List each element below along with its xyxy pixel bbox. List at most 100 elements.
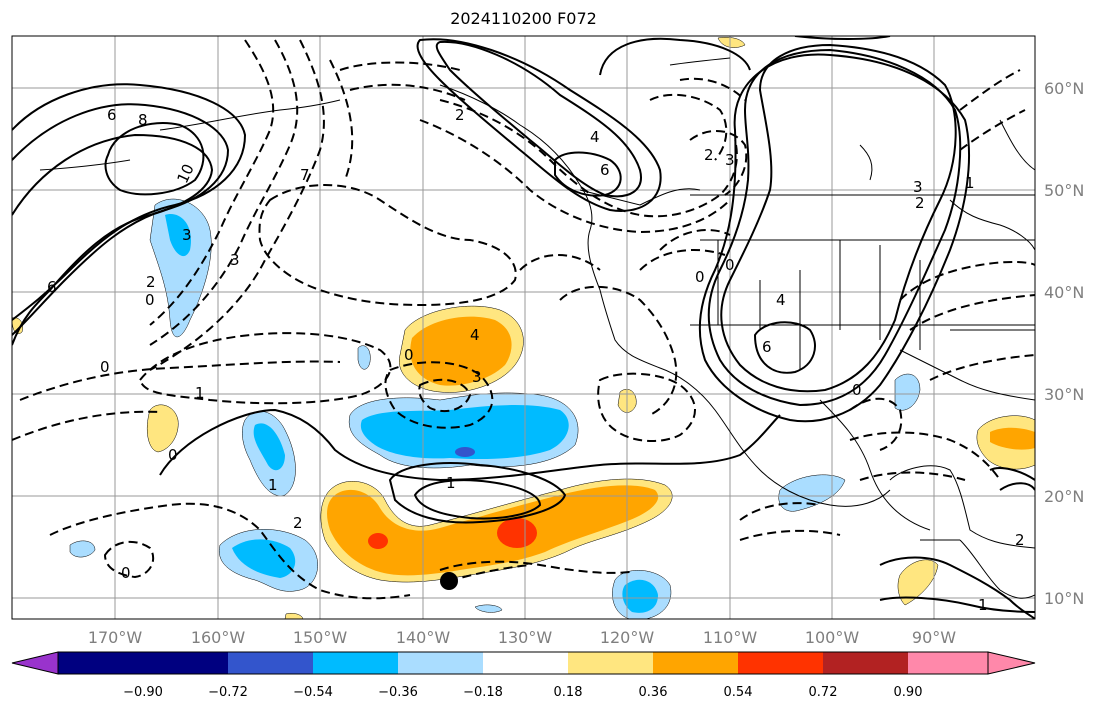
pos-area — [12, 317, 23, 334]
storm-track — [448, 564, 531, 582]
neg-area — [894, 373, 921, 411]
colorbar-tick-label: 0.54 — [724, 685, 753, 700]
latitude-labels: 60°N 50°N 40°N 30°N 20°N 10°N — [1044, 79, 1084, 608]
contour-label: 3 — [913, 178, 923, 196]
colorbar-segment — [738, 652, 823, 674]
lon-label: 120°W — [600, 628, 655, 647]
pos-area — [990, 427, 1035, 450]
contour-label: 1 — [195, 384, 205, 402]
colorbar-segment — [568, 652, 653, 674]
neg-area — [455, 447, 475, 457]
colorbar-tick-label: −0.18 — [463, 685, 503, 700]
contour-label: 2 — [915, 194, 925, 212]
pos-area — [410, 316, 512, 386]
pos-area — [327, 485, 659, 576]
contour-label: 0 — [404, 346, 414, 364]
colorbar-segment — [398, 652, 483, 674]
colorbar-segment — [908, 652, 988, 674]
colorbar-tick-label: −0.72 — [208, 685, 248, 700]
longitude-labels: 170°W 160°W 150°W 140°W 130°W 120°W 110°… — [88, 628, 956, 647]
neg-area — [357, 345, 371, 370]
neg-area — [69, 540, 96, 558]
pos-area — [284, 612, 304, 619]
contour-label: 0 — [695, 268, 705, 286]
lat-label: 30°N — [1044, 385, 1084, 404]
contour-label: 7 — [300, 166, 310, 184]
contour-label: 10 — [173, 161, 197, 186]
lat-label: 60°N — [1044, 79, 1084, 98]
lat-label: 40°N — [1044, 283, 1084, 302]
colorbar-tick-label: 0.36 — [639, 685, 668, 700]
contour-label: 8 — [138, 111, 148, 129]
colorbar-tick-label: −0.54 — [293, 685, 333, 700]
pos-area — [717, 37, 746, 48]
map-frame — [11, 35, 1036, 620]
contour-label: 3 — [725, 151, 735, 169]
contour-labels: 6 8 10 6 0 0 0 0 1 2 3 3 7 4 2 6 4 2 3 0… — [47, 106, 1025, 614]
colorbar: −0.90 −0.72 −0.54 −0.36 −0.18 0.18 0.36 … — [11, 651, 1036, 700]
contour-label: 4 — [590, 128, 600, 146]
neg-area — [474, 604, 503, 613]
neg-area — [165, 214, 191, 257]
coastlines — [39, 57, 1035, 599]
lat-label: 10°N — [1044, 589, 1084, 608]
lon-label: 130°W — [498, 628, 553, 647]
contour-label: 0 — [121, 564, 131, 582]
contour-label: 6 — [600, 161, 610, 179]
lat-label: 50°N — [1044, 181, 1084, 200]
map-area: 6 8 10 6 0 0 0 0 1 2 3 3 7 4 2 6 4 2 3 0… — [12, 36, 1035, 619]
contour-label: 2 — [1015, 531, 1025, 549]
neg-area — [253, 423, 285, 471]
lon-label: 100°W — [805, 628, 860, 647]
contour-label: 2 — [146, 273, 156, 291]
lat-label: 20°N — [1044, 487, 1084, 506]
colorbar-frame — [57, 651, 989, 675]
neg-area — [778, 474, 846, 512]
pos-area — [368, 533, 388, 549]
colorbar-segment — [313, 652, 398, 674]
lon-label: 110°W — [703, 628, 758, 647]
lon-label: 90°W — [912, 628, 956, 647]
contour-label: 3 — [472, 368, 482, 386]
colorbar-segment — [143, 652, 228, 674]
pos-area — [147, 404, 179, 453]
contour-label: 2 — [455, 106, 465, 124]
contour-label: 3 — [230, 251, 240, 269]
colorbar-tick-label: 0.90 — [894, 685, 923, 700]
plot-title: 2024110200 F072 — [450, 9, 597, 28]
contour-label: 0 — [852, 381, 862, 399]
contour-label: 1 — [978, 596, 988, 614]
neg-area — [149, 198, 212, 338]
colorbar-extend-low — [11, 651, 59, 675]
contour-label: 0 — [100, 358, 110, 376]
lon-label: 150°W — [293, 628, 348, 647]
contours-positive — [12, 36, 1035, 619]
lon-label: 170°W — [88, 628, 143, 647]
contour-label: 6 — [762, 338, 772, 356]
colorbar-tick-label: 0.18 — [554, 685, 583, 700]
lon-label: 140°W — [396, 628, 451, 647]
contour-label: 0 — [168, 446, 178, 464]
colorbar-segment — [823, 652, 908, 674]
colorbar-segment — [58, 652, 143, 674]
neg-area — [622, 579, 658, 613]
contour-label: 0 — [725, 256, 735, 274]
contour-label: 1 — [965, 174, 975, 192]
colorbar-tick-label: −0.36 — [378, 685, 418, 700]
lon-label: 160°W — [191, 628, 246, 647]
colorbar-tick-label: 0.72 — [809, 685, 838, 700]
neg-area — [360, 405, 569, 460]
colorbar-tick-label: −0.90 — [123, 685, 163, 700]
contour-label: 2 — [704, 146, 714, 164]
contour-label: 1 — [446, 474, 456, 492]
colorbar-segment — [228, 652, 313, 674]
shaded-field-negative — [69, 198, 921, 619]
contour-label: 6 — [107, 106, 117, 124]
colorbar-segment — [483, 652, 568, 674]
colorbar-extend-high — [987, 651, 1036, 675]
contour-label: 1 — [268, 476, 278, 494]
shaded-field-positive — [12, 37, 1035, 619]
neg-area — [232, 539, 296, 578]
contour-label: 2 — [293, 514, 303, 532]
